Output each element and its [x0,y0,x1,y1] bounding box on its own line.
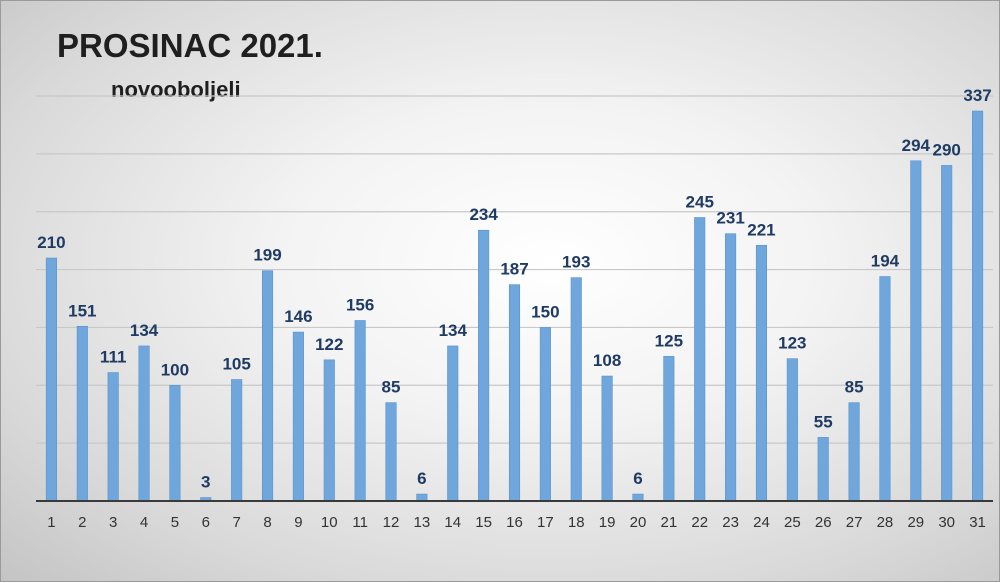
bar-day-25 [786,358,798,502]
data-label: 193 [562,253,590,272]
x-tick-label: 6 [202,514,210,531]
data-label: 111 [100,348,127,367]
data-label: 3 [201,473,210,492]
x-tick-label: 15 [475,514,492,531]
bar-day-15 [478,229,490,502]
x-tick-label: 12 [383,514,400,531]
data-label: 221 [747,220,775,239]
x-tick-label: 13 [414,514,431,531]
x-tick-label: 31 [969,514,986,531]
bar-day-2 [76,325,88,502]
bar-day-3 [107,372,119,502]
x-tick-label: 11 [352,514,368,531]
x-tick-label: 22 [691,514,708,531]
bar-day-30 [941,165,953,502]
x-tick-label: 23 [722,514,739,531]
bar-day-26 [817,437,829,502]
bar-day-14 [447,345,459,502]
bar-day-20 [632,493,644,502]
data-label: 187 [500,260,528,279]
data-label: 85 [845,378,864,397]
x-tick-label: 8 [263,514,271,531]
data-label: 150 [531,302,559,321]
data-label: 151 [68,301,96,320]
x-tick-label: 4 [140,514,148,531]
bar-day-12 [385,402,397,502]
x-tick-label: 30 [938,514,955,531]
bar-day-18 [570,277,582,502]
data-label: 290 [933,140,961,159]
data-label: 123 [778,334,806,353]
x-tick-label: 27 [846,514,863,531]
x-tick-label: 18 [568,514,585,531]
x-tick-label: 14 [444,514,461,531]
x-tick-label: 1 [47,514,55,531]
x-tick-label: 9 [294,514,302,531]
x-tick-label: 26 [815,514,832,531]
x-tick-label: 16 [506,514,523,531]
bar-day-1 [45,257,57,502]
data-label: 337 [963,86,991,105]
data-label: 194 [871,252,900,271]
bar-day-8 [261,270,274,502]
x-tick-label: 25 [784,514,801,531]
data-label: 156 [346,295,374,314]
data-label: 231 [716,209,744,228]
data-label: 146 [284,307,312,326]
data-label: 6 [417,469,426,488]
data-label: 199 [253,246,281,265]
bar-day-24 [755,244,768,502]
x-tick-label: 20 [630,514,647,531]
data-label: 108 [593,351,621,370]
bar-day-13 [416,493,428,502]
bar-day-21 [663,356,675,502]
data-label: 210 [37,233,65,252]
bar-day-28 [879,276,891,502]
bar-day-16 [508,284,521,502]
data-label: 125 [655,331,683,350]
x-tick-label: 24 [753,514,770,531]
bar-day-31 [972,110,984,502]
chart-subtitle: novooboljeli [111,77,241,102]
bar-day-19 [601,375,613,502]
bar-day-23 [725,233,737,502]
x-tick-label: 29 [907,514,924,531]
bar-day-10 [323,359,335,502]
data-label: 134 [439,321,468,340]
data-label: 105 [222,355,250,374]
bar-day-27 [848,402,860,502]
x-tick-label: 5 [171,514,179,531]
x-tick-label: 17 [537,514,554,531]
bar-day-9 [292,331,304,502]
x-tick-label: 2 [78,514,86,531]
x-tick-label: 28 [877,514,894,531]
bar-day-4 [138,345,150,502]
bar-day-17 [539,327,551,502]
x-tick-label: 7 [232,514,240,531]
bar-day-11 [354,320,366,502]
x-tick-label: 19 [599,514,616,531]
bar-day-5 [169,384,181,502]
bar-day-29 [910,160,922,502]
data-label: 85 [382,378,401,397]
data-label: 6 [633,469,642,488]
data-label: 55 [814,412,833,431]
data-label: 100 [161,360,189,379]
bar-day-22 [694,217,706,502]
data-label: 134 [130,321,159,340]
data-label: 234 [469,205,498,224]
data-label: 294 [902,136,931,155]
data-label: 245 [686,193,714,212]
chart-title: PROSINAC 2021. [57,27,323,64]
data-label: 122 [315,335,343,354]
x-tick-label: 21 [661,514,678,531]
bar-day-7 [231,379,243,502]
x-tick-label: 3 [109,514,117,531]
x-tick-label: 10 [321,514,338,531]
